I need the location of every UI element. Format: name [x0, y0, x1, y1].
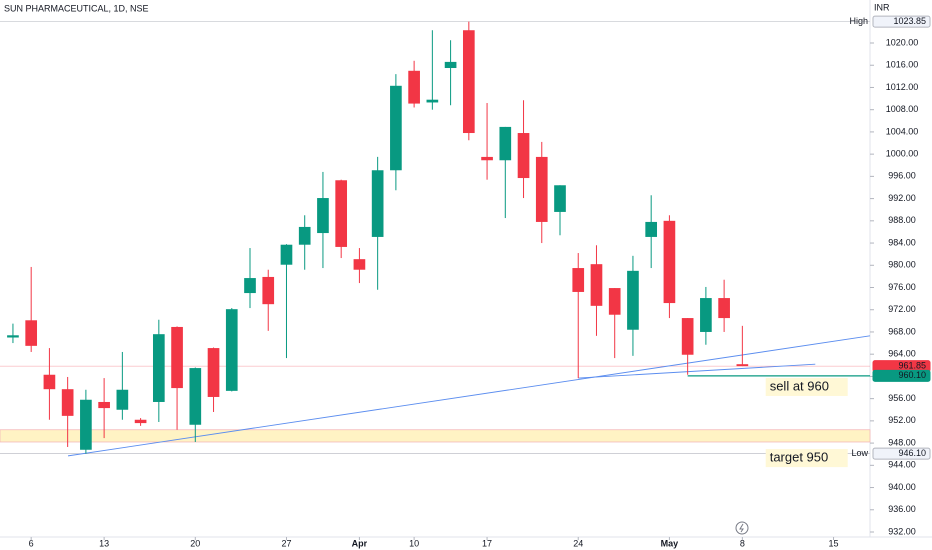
y-tick-label: 1004.00 — [886, 126, 919, 136]
candle-body — [244, 278, 256, 294]
price-badge-label: 960.10 — [898, 370, 926, 380]
x-tick-label: 17 — [482, 538, 492, 548]
y-tick-label: 980.00 — [888, 260, 916, 270]
x-tick-label: 8 — [740, 538, 745, 548]
price-badge-label: 961.85 — [898, 361, 926, 371]
price-badge-name: Low — [851, 448, 868, 458]
x-tick-label: Apr — [352, 538, 368, 548]
candle-body — [189, 368, 202, 425]
candle-body — [718, 298, 730, 319]
candle-body — [444, 61, 457, 69]
x-tick-label: May — [661, 538, 679, 548]
annotation-box — [765, 449, 848, 468]
bolt-icon — [735, 521, 749, 535]
candle-body — [390, 85, 402, 171]
y-tick-label: 940.00 — [888, 482, 916, 492]
candle-body — [554, 185, 566, 212]
y-tick-label: 972.00 — [888, 304, 916, 314]
candle-body — [43, 374, 56, 390]
candle-body — [98, 401, 110, 409]
candle-body — [134, 419, 147, 424]
candle-body — [572, 268, 585, 292]
price-badge — [872, 15, 931, 28]
candle-body — [225, 309, 238, 391]
candle-body — [7, 335, 19, 338]
price-badge — [872, 369, 931, 382]
x-tick-label: 27 — [281, 538, 291, 548]
y-tick-label: 964.00 — [888, 349, 916, 359]
candle-body — [80, 399, 92, 450]
candle-body — [25, 320, 38, 346]
candle-body — [517, 133, 530, 179]
x-tick-label: 24 — [573, 538, 583, 548]
candle-body — [608, 288, 621, 315]
candle-body — [298, 226, 311, 245]
y-tick-label: 968.00 — [888, 326, 916, 336]
price-badge — [872, 447, 931, 460]
x-tick-label: 13 — [99, 538, 109, 548]
zone — [0, 429, 871, 443]
price-badge-name: High — [849, 16, 868, 26]
candle-body — [681, 318, 694, 355]
candle-body — [317, 198, 329, 234]
candle-body — [280, 244, 293, 265]
x-tick-label: 10 — [409, 538, 419, 548]
candle-body — [61, 389, 74, 416]
candle-body — [207, 348, 220, 397]
candle-body — [262, 276, 275, 305]
candle-body — [700, 298, 712, 332]
candle-body — [335, 180, 348, 247]
y-tick-label: 956.00 — [888, 393, 916, 403]
y-tick-label: 1008.00 — [886, 104, 919, 114]
y-tick-label: 988.00 — [888, 215, 916, 225]
candle-body — [116, 389, 129, 410]
y-tick-label: 1016.00 — [886, 60, 919, 70]
price-badge-label: 946.10 — [898, 448, 926, 458]
annotation-box — [765, 377, 848, 396]
chart-title: SUN PHARMACEUTICAL, 1D, NSE — [4, 3, 149, 13]
y-tick-label: 932.00 — [888, 526, 916, 536]
annotation: target 950 — [770, 450, 829, 465]
y-tick-label: 1020.00 — [886, 37, 919, 47]
candle-body — [481, 156, 493, 161]
candle-body — [171, 326, 183, 389]
candle-body — [353, 259, 366, 270]
candle-body — [736, 364, 749, 367]
candle-body — [152, 334, 165, 402]
candle-body — [645, 221, 658, 237]
trendline — [578, 363, 816, 379]
candle-body — [408, 70, 420, 104]
y-tick-label: 1000.00 — [886, 149, 919, 159]
y-tick-label: 984.00 — [888, 237, 916, 247]
candle-body — [371, 170, 384, 237]
y-tick-label: 944.00 — [888, 460, 916, 470]
x-tick-label: 20 — [190, 538, 200, 548]
y-tick-label: 936.00 — [888, 504, 916, 514]
currency: INR — [874, 2, 890, 12]
price-badge-label: 1023.85 — [893, 16, 926, 26]
y-tick-label: 952.00 — [888, 415, 916, 425]
candle-body — [535, 156, 548, 222]
y-tick-label: 992.00 — [888, 193, 916, 203]
candle-body — [426, 99, 439, 103]
candle-body — [462, 30, 475, 134]
x-tick-label: 6 — [29, 538, 34, 548]
y-tick-label: 996.00 — [888, 171, 916, 181]
annotation: sell at 960 — [770, 378, 829, 393]
candle-body — [663, 220, 676, 304]
y-tick-label: 976.00 — [888, 282, 916, 292]
y-tick-label: 948.00 — [888, 437, 916, 447]
y-tick-label: 1012.00 — [886, 82, 919, 92]
trendline — [67, 335, 871, 457]
candle-body — [590, 264, 603, 306]
candle-body — [499, 126, 512, 161]
x-tick-label: 15 — [829, 538, 839, 548]
candle-body — [627, 270, 639, 330]
